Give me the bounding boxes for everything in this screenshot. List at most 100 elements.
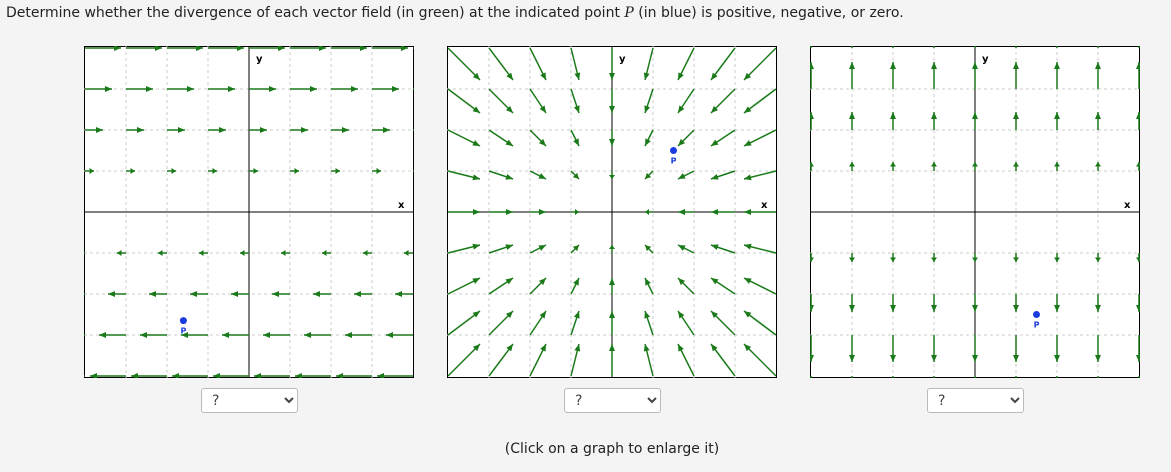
field-arrow (447, 243, 481, 254)
arrow-head (572, 172, 579, 179)
arrow-head (272, 291, 279, 297)
field-arrow (140, 332, 167, 338)
field-arrow (126, 127, 144, 133)
field-arrow (810, 294, 814, 312)
field-arrow (1013, 162, 1019, 171)
field-arrow (126, 46, 162, 51)
arrow-head (931, 305, 937, 312)
field-arrow (609, 311, 615, 335)
arrow-head (645, 138, 651, 146)
arrow-head (972, 62, 978, 69)
field-arrow (810, 112, 814, 130)
arrow-head (645, 209, 649, 215)
field-arrow (849, 335, 855, 362)
field-arrow (1095, 162, 1101, 171)
field-arrow (199, 250, 208, 256)
arrow-head (678, 344, 684, 352)
arrow-head (972, 355, 978, 362)
vector-field-graph[interactable]: y x P (810, 46, 1140, 378)
field-arrow (890, 253, 896, 262)
field-arrow (488, 129, 514, 147)
arrow-head (401, 46, 408, 51)
arrow-head (645, 278, 651, 286)
arrow-head (231, 291, 238, 297)
arrow-head (678, 72, 684, 80)
arrow-head (609, 73, 615, 80)
arrow-head (538, 278, 546, 286)
field-arrow (609, 130, 615, 146)
answer-select[interactable]: ? (927, 388, 1024, 413)
field-arrow (743, 88, 777, 114)
arrow-head (278, 46, 285, 51)
arrow-head (572, 245, 579, 252)
field-arrow (331, 46, 367, 51)
arrow-head (155, 46, 162, 51)
field-arrow (609, 245, 615, 253)
arrow-head (319, 46, 326, 51)
arrow-head (972, 305, 978, 312)
field-arrow (1054, 335, 1060, 362)
vector-field-graph[interactable]: y x P (447, 46, 777, 378)
vector-field-graph[interactable]: y x P (84, 46, 414, 378)
field-arrow (254, 373, 290, 378)
arrow-head (678, 138, 686, 146)
field-arrow (677, 129, 695, 147)
arrow-head (335, 168, 340, 174)
field-arrow (529, 343, 547, 377)
field-arrow (890, 294, 896, 312)
field-arrow (190, 291, 208, 297)
arrow-head (573, 278, 579, 286)
field-arrow (849, 294, 855, 312)
field-arrow (85, 168, 94, 174)
field-arrow (677, 244, 695, 254)
arrow-head (1054, 162, 1060, 167)
arrow-head (711, 344, 718, 352)
arrow-head (678, 311, 685, 319)
field-arrow (85, 86, 112, 92)
arrow-head (506, 344, 513, 352)
arrow-head (336, 373, 343, 378)
field-arrow (645, 209, 653, 215)
field-arrow (263, 332, 290, 338)
field-arrow (609, 48, 615, 80)
field-arrow (972, 294, 978, 312)
arrow-head (609, 139, 615, 146)
arrow-head (505, 139, 513, 146)
point-label: P (671, 157, 677, 166)
field-arrow (609, 344, 615, 376)
arrow-head (213, 373, 220, 378)
field-arrow (90, 373, 126, 378)
field-arrow (208, 46, 244, 51)
field-arrow (181, 332, 208, 338)
arrow-head (539, 105, 546, 113)
arrow-head (190, 291, 197, 297)
arrow-head (744, 174, 752, 181)
field-arrow (1054, 62, 1060, 89)
field-arrow (85, 127, 103, 133)
arrow-head (322, 250, 327, 256)
answer-select[interactable]: ? (201, 388, 298, 413)
answer-select[interactable]: ? (564, 388, 661, 413)
field-arrow (1136, 162, 1140, 171)
arrow-head (810, 62, 814, 69)
field-arrow (213, 373, 249, 378)
arrow-head (196, 46, 203, 51)
field-arrow (290, 46, 326, 51)
field-arrow (372, 46, 408, 51)
field-arrow (488, 277, 514, 295)
field-arrow (354, 291, 372, 297)
arrow-head (849, 257, 855, 262)
field-arrow (1095, 294, 1101, 312)
field-arrow (570, 310, 580, 336)
point-p (179, 317, 187, 325)
field-arrow (609, 278, 615, 294)
arrow-head (506, 209, 513, 215)
arrow-head (711, 173, 719, 180)
arrow-head (575, 209, 579, 215)
arrow-head (609, 175, 615, 179)
field-arrow (529, 88, 547, 114)
field-arrow (972, 162, 978, 171)
arrow-head (254, 373, 261, 378)
arrow-head (212, 168, 217, 174)
arrow-head (1095, 112, 1101, 119)
